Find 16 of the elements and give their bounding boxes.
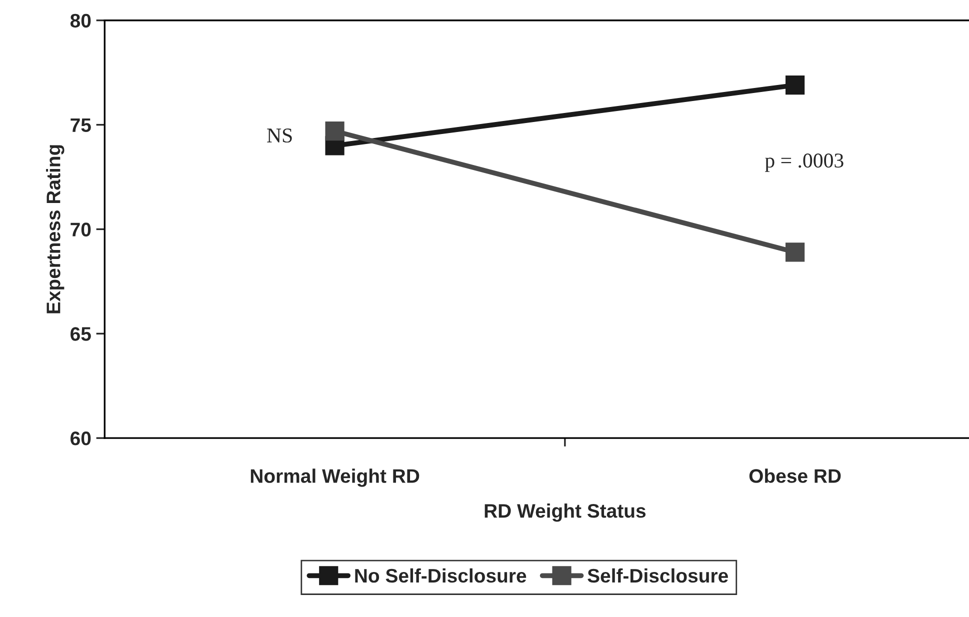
legend-label: Self-Disclosure [588,568,728,583]
x-tick-label: Normal Weight RD [250,468,420,487]
legend-label: No Self-Disclosure [355,568,526,583]
y-tick-label: 80 [70,14,91,28]
y-tick-label: 70 [70,222,91,236]
x-tick-label: Obese RD [749,468,841,483]
annotation: NS [267,128,292,143]
point [786,76,805,95]
y-axis-title: Expertness Rating [46,145,64,314]
y-tick-label: 60 [70,432,91,446]
point [786,242,805,262]
annotation: p = .0003 [765,154,844,172]
y-tick-label: 65 [70,327,91,341]
point [325,122,344,141]
x-axis-title: RD Weight Status [484,504,646,522]
y-tick-label: 75 [70,118,91,132]
